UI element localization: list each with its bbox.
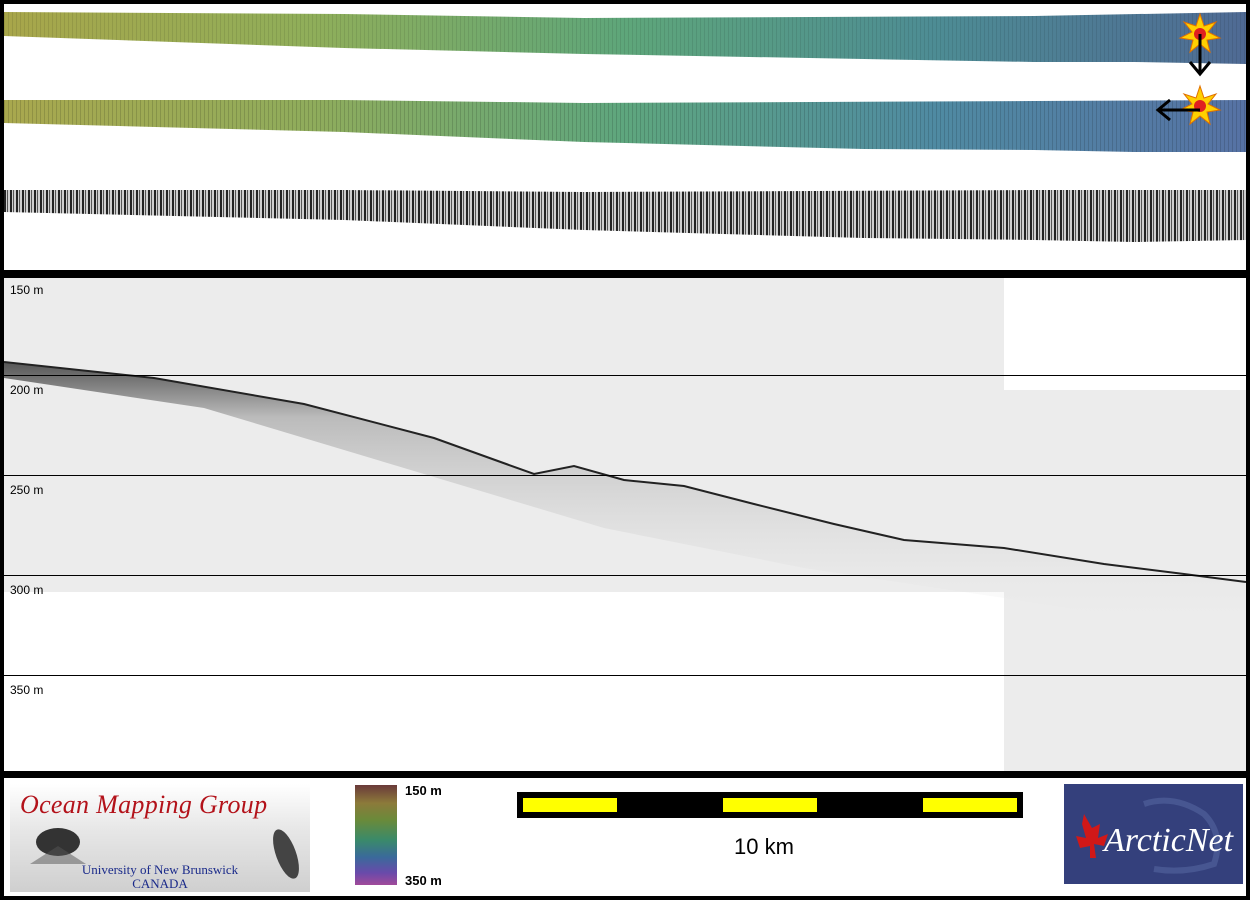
depth-label-250: 250 m: [10, 483, 44, 497]
scale-segment-3: [923, 798, 1017, 812]
legend-footer: Ocean Mapping Group University of New Br…: [4, 778, 1246, 896]
colorbar-top-label: 150 m: [405, 783, 442, 798]
scale-bar: [517, 792, 1023, 818]
gridline-250: [4, 475, 1246, 476]
backscatter-strip: [4, 190, 1246, 242]
gridline-300: [4, 575, 1246, 576]
multibeam-illustration: [30, 828, 299, 879]
gridline-350: [4, 675, 1246, 676]
scale-segment-1: [523, 798, 617, 812]
ocean-mapping-group-logo: Ocean Mapping Group University of New Br…: [10, 784, 310, 892]
depth-label-150: 150 m: [10, 283, 44, 297]
scale-label: 10 km: [734, 834, 794, 859]
omg-university: University of New Brunswick: [81, 862, 239, 877]
gridline-200: [4, 375, 1246, 376]
swath-imagery-panel: [4, 4, 1246, 270]
depth-colorbar: [355, 785, 397, 885]
arcticnet-logo: ArcticNet: [1064, 784, 1243, 884]
swath-strips: [4, 12, 1246, 242]
omg-country: CANADA: [132, 876, 188, 891]
depth-label-350: 350 m: [10, 683, 44, 697]
seafloor-line: [4, 361, 1246, 583]
depth-profile-panel: 150 m 200 m 250 m 300 m 350 m: [4, 278, 1246, 771]
depth-label-300: 300 m: [10, 583, 44, 597]
maple-leaf-icon: [1076, 797, 1221, 874]
colorbar-bottom-label: 350 m: [405, 873, 442, 888]
arcticnet-wordmark: ArcticNet: [1104, 822, 1234, 859]
omg-title: Ocean Mapping Group: [20, 790, 268, 819]
arrow-left-icon: [1155, 98, 1200, 122]
seafloor-echo: [4, 362, 1246, 638]
depth-label-200: 200 m: [10, 383, 44, 397]
arrow-down-icon: [1188, 34, 1212, 77]
seabed-profile: [4, 278, 1246, 771]
scale-segment-2: [723, 798, 817, 812]
